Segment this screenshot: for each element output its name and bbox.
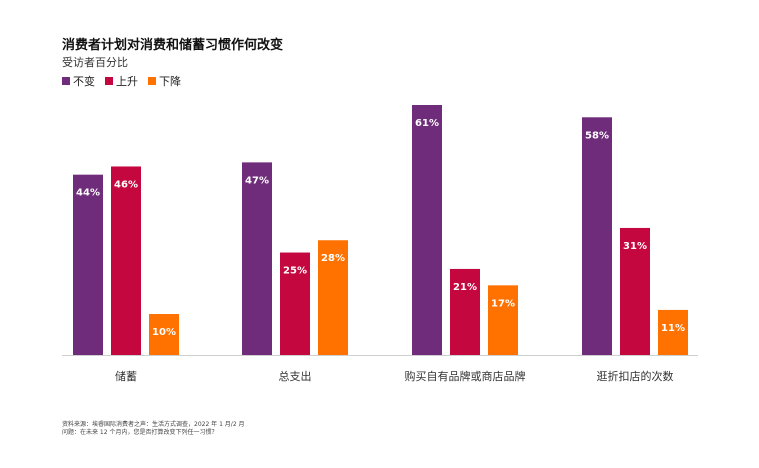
legend-label-unchanged: 不变 [73,75,95,88]
bar-decrease-3 [658,309,688,355]
footnote-source: 资料来源：埃睿国际消费者之声：生活方式调查，2022 年 1 月/2 月 [62,421,245,428]
legend-item-unchanged: 不变 [62,73,95,89]
data-label-increase-3: 31% [623,241,647,252]
data-label-decrease-0: 10% [152,327,176,338]
data-label-decrease-3: 11% [661,323,685,334]
category-label-3: 逛折扣店的次数 [597,369,674,383]
footnote-question: 问题：在未来 12 个月内，您是否打算改变下列任一习惯？ [62,429,218,436]
bar-increase-3 [620,227,650,355]
category-label-1: 总支出 [279,369,312,383]
data-label-increase-2: 21% [453,282,477,293]
legend-item-decrease: 下降 [148,73,181,89]
data-label-unchanged-1: 47% [245,175,269,186]
bar-unchanged-1 [242,162,272,355]
bar-unchanged-2 [412,105,442,355]
footnote: 资料来源：埃睿国际消费者之声：生活方式调查，2022 年 1 月/2 月 问题：… [62,421,245,437]
chart-title: 消费者计划对消费和储蓄习惯作何改变 [62,38,284,53]
bar-increase-0 [111,166,141,355]
data-label-increase-1: 25% [283,266,307,277]
legend-item-increase: 上升 [105,73,138,89]
bar-increase-1 [280,252,310,355]
data-label-unchanged-0: 44% [76,188,100,199]
bar-unchanged-3 [582,117,612,356]
data-label-decrease-2: 17% [491,298,515,309]
bar-decrease-2 [488,285,518,355]
data-label-unchanged-2: 61% [415,118,439,129]
legend-label-increase: 上升 [116,75,138,88]
legend: 不变 上升 下降 [62,73,181,89]
data-label-decrease-1: 28% [321,253,345,264]
legend-swatch-decrease [148,77,156,85]
bar-unchanged-0 [73,174,103,355]
legend-label-decrease: 下降 [159,75,181,88]
category-label-2: 购买自有品牌或商店品牌 [405,369,526,383]
bar-decrease-1 [318,240,348,355]
bar-decrease-0 [149,314,179,355]
category-label-0: 储蓄 [115,369,137,383]
legend-swatch-unchanged [62,77,70,85]
chart-subtitle: 受访者百分比 [62,56,128,69]
legend-swatch-increase [105,77,113,85]
data-label-increase-0: 46% [114,179,138,190]
bar-increase-2 [450,268,480,355]
data-label-unchanged-3: 58% [585,130,609,141]
